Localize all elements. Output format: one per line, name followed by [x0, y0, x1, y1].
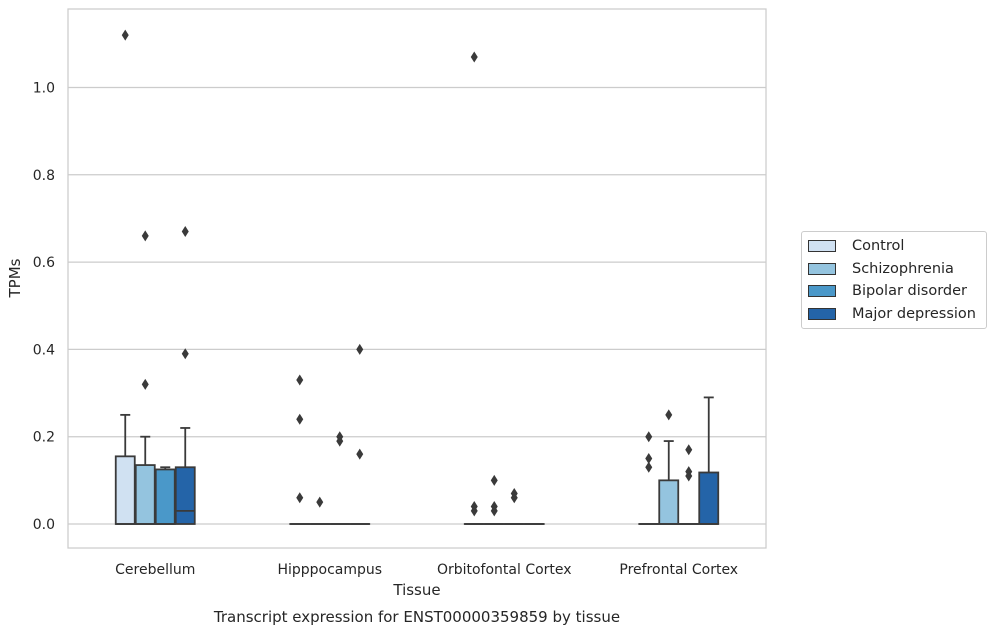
outlier-point	[490, 474, 498, 486]
outlier-point	[645, 453, 653, 465]
legend-label: Schizophrenia	[852, 260, 954, 277]
outlier-point	[470, 505, 478, 517]
y-axis-label: TPMs	[6, 258, 24, 298]
box-schizophrenia	[134, 230, 156, 525]
legend-item: Control	[802, 235, 986, 258]
box-major-depression	[174, 226, 196, 525]
x-tick-label: Cerebellum	[115, 562, 195, 578]
box	[658, 479, 680, 525]
x-axis-label: Tissue	[392, 581, 440, 599]
outlier-point	[336, 435, 344, 447]
legend-label: Bipolar disorder	[852, 283, 967, 300]
outlier-point	[356, 448, 364, 460]
legend-swatch	[808, 307, 836, 320]
legend-label: Major depression	[852, 305, 976, 322]
y-tick-label: 0.0	[33, 517, 55, 533]
outlier-point	[510, 492, 518, 504]
box-schizophrenia	[658, 409, 680, 525]
legend-label: Control	[852, 238, 905, 255]
legend-swatch	[808, 262, 836, 275]
plot-frame	[67, 8, 767, 549]
chart-caption: Transcript expression for ENST0000035985…	[213, 608, 620, 626]
legend: Control Schizophrenia Bipolar disorder Majo…	[801, 231, 987, 329]
box-control	[114, 29, 136, 525]
outlier-point	[121, 29, 129, 41]
box-control	[638, 431, 660, 525]
y-tick-label: 0.6	[33, 255, 55, 271]
y-tick-label: 0.4	[33, 342, 55, 358]
box-control	[463, 51, 485, 525]
box-bipolar-disorder	[503, 487, 525, 525]
legend-item: Bipolar disorder	[802, 280, 986, 303]
box-major-depression	[698, 396, 720, 525]
box	[698, 471, 720, 525]
outlier-point	[141, 378, 149, 390]
box-bipolar-disorder	[154, 466, 176, 525]
box	[154, 468, 176, 525]
legend-swatch	[808, 285, 836, 298]
x-tick-labels: Cerebellum Hipppocampus Orbitofontal Corte…	[115, 562, 738, 578]
box-schizophrenia	[309, 496, 331, 525]
outlier-point	[645, 461, 653, 473]
outlier-point	[470, 51, 478, 63]
outlier-point	[296, 374, 304, 386]
box-bipolar-disorder	[329, 431, 351, 525]
legend-item: Major depression	[802, 303, 986, 326]
x-tick-label: Hipppocampus	[277, 562, 382, 578]
outlier-point	[490, 505, 498, 517]
outlier-point	[316, 496, 324, 508]
outlier-point	[181, 348, 189, 360]
plot-area	[68, 9, 766, 548]
outlier-point	[296, 413, 304, 425]
box-series-group	[114, 29, 720, 525]
outlier-point	[685, 444, 693, 456]
box-control	[289, 374, 311, 525]
legend-swatch	[808, 240, 836, 253]
outlier-point	[665, 409, 673, 421]
box	[174, 466, 196, 525]
y-tick-label: 0.2	[33, 430, 55, 446]
y-tick-labels: 0.0 0.2 0.4 0.6 0.8 1.0	[33, 81, 55, 534]
outlier-point	[296, 492, 304, 504]
box	[114, 455, 136, 525]
box-bipolar-disorder	[678, 444, 700, 525]
box	[134, 464, 156, 525]
y-tick-label: 1.0	[33, 81, 55, 97]
x-tick-label: Orbitofontal Cortex	[437, 562, 572, 578]
outlier-point	[141, 230, 149, 242]
outlier-point	[181, 226, 189, 238]
y-tick-label: 0.8	[33, 168, 55, 184]
outlier-point	[356, 343, 364, 355]
box-schizophrenia	[483, 474, 505, 525]
box-major-depression	[349, 343, 371, 525]
outlier-point	[685, 470, 693, 482]
outlier-point	[645, 431, 653, 443]
legend-item: Schizophrenia	[802, 258, 986, 281]
x-tick-label: Prefrontal Cortex	[619, 562, 738, 578]
